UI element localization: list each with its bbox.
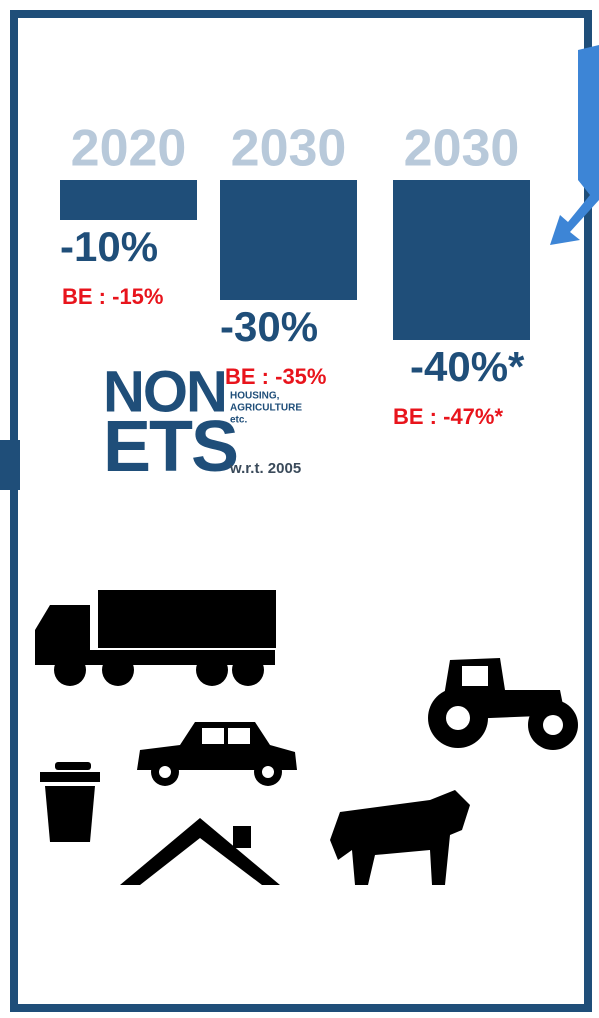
frame — [10, 10, 592, 1012]
bar — [220, 180, 357, 300]
non-label: NON — [103, 359, 226, 424]
ets-label: ETS — [103, 407, 237, 487]
sector-label: AGRICULTURE — [230, 403, 302, 414]
house-icon — [120, 818, 280, 885]
value-label: -40%* — [410, 343, 525, 390]
bar — [393, 180, 530, 340]
year-label: 2020 — [71, 120, 187, 178]
cow-icon — [330, 790, 470, 885]
year-label: 2030 — [231, 120, 347, 178]
icons — [35, 590, 578, 885]
sector-label: etc. — [230, 415, 247, 426]
be-label: BE : -47%* — [393, 404, 503, 429]
reference-label: w.r.t. 2005 — [229, 460, 301, 477]
be-label: BE : -15% — [62, 284, 163, 309]
year-label: 2030 — [404, 120, 520, 178]
value-label: -30% — [220, 303, 318, 350]
truck-icon — [35, 590, 276, 686]
sector-label: HOUSING, — [230, 391, 280, 402]
trash-icon — [40, 762, 100, 842]
be-label: BE : -35% — [225, 364, 326, 389]
car-icon — [137, 722, 297, 786]
arrow — [550, 45, 599, 245]
tractor-icon — [428, 658, 578, 750]
bar — [60, 180, 197, 220]
side-tab — [0, 440, 20, 490]
value-label: -10% — [60, 223, 158, 270]
